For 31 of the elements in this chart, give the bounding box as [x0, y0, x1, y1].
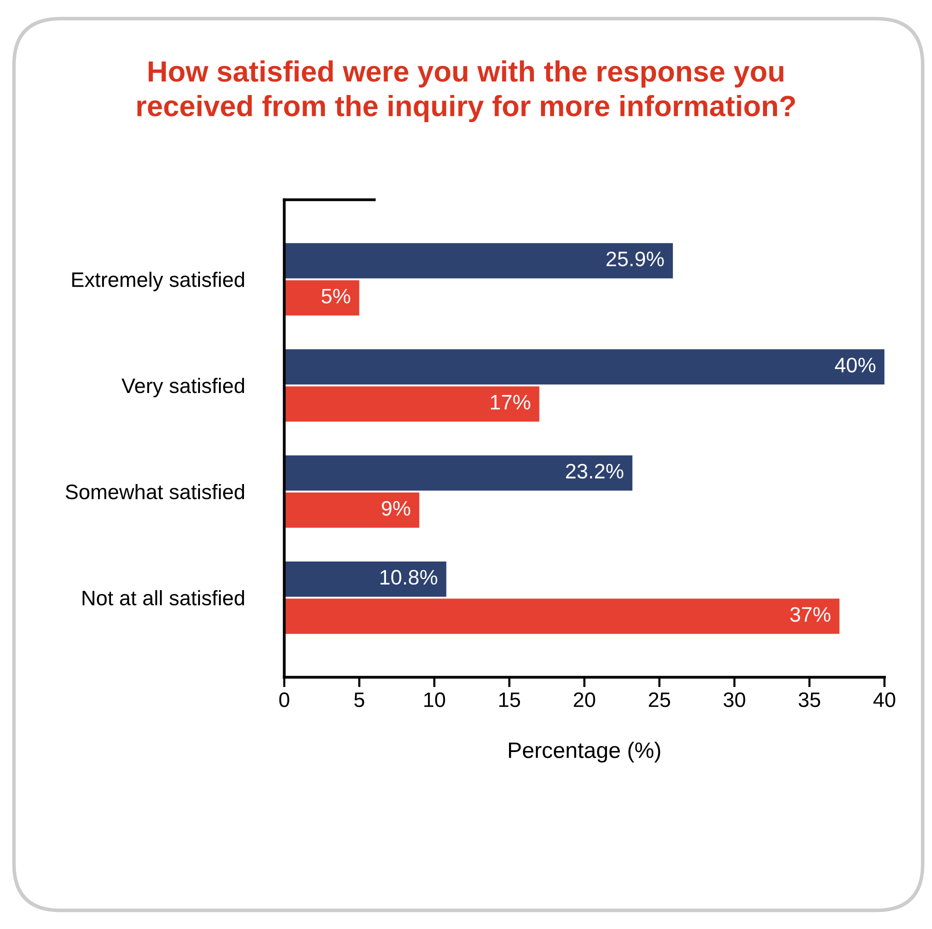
- bar: [284, 492, 420, 528]
- x-tick-label: 35: [798, 692, 820, 708]
- x-tick-label: 10: [424, 692, 446, 708]
- y-tick-label: Not at all satisfied: [82, 590, 244, 606]
- bar: [284, 243, 673, 278]
- data-label: 37%: [790, 607, 830, 622]
- data-label: 5%: [322, 288, 350, 304]
- y-tick-label: Very satisfied: [122, 378, 244, 398]
- x-tick-label: 30: [724, 692, 746, 708]
- data-label: 17%: [490, 394, 530, 410]
- y-tick-label: Somewhat satisfied: [66, 484, 244, 500]
- bar: [284, 455, 632, 491]
- data-label: 40%: [834, 358, 876, 372]
- x-tick-label: 20: [574, 692, 596, 708]
- bar: [284, 349, 884, 385]
- bar: [284, 598, 840, 634]
- x-tick-label: 25: [648, 692, 670, 708]
- x-tick-label: 0: [279, 692, 290, 708]
- x-tick-label: 40: [873, 692, 896, 708]
- bar: [284, 386, 540, 422]
- chart-title: How satisfied were you with the response you received from the inquiry for more information?: [137, 60, 795, 122]
- data-label: 25.9%: [606, 252, 664, 266]
- data-label: 9%: [382, 500, 410, 516]
- x-tick-label: 5: [354, 692, 364, 708]
- data-label: 23.2%: [566, 464, 624, 479]
- x-axis-title: Percentage (%): [508, 742, 660, 763]
- data-label: 10.8%: [380, 570, 438, 585]
- bar: [284, 280, 360, 316]
- x-tick-label: 15: [499, 692, 520, 708]
- bar: [284, 561, 446, 597]
- y-tick-label: Extremely satisfied: [72, 272, 244, 292]
